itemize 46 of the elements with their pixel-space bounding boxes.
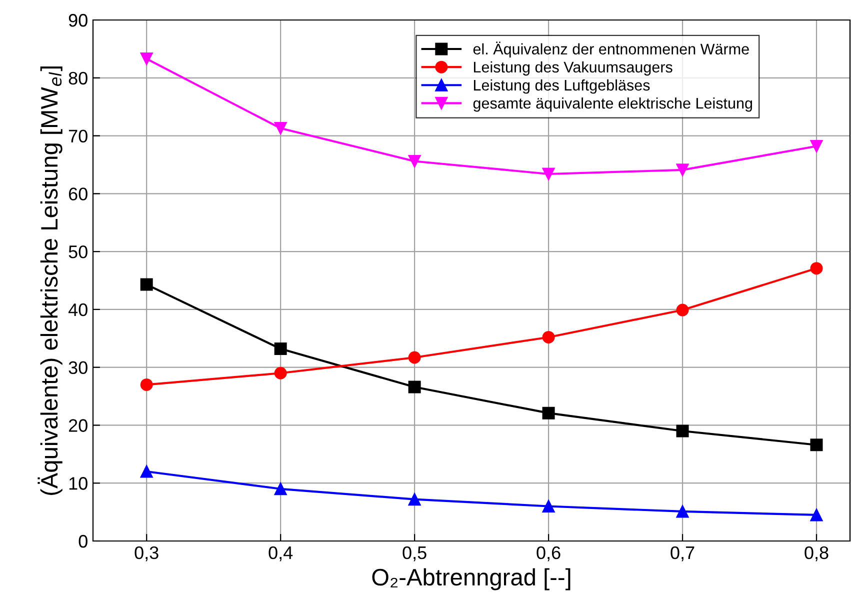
point xyxy=(810,438,823,452)
point xyxy=(676,505,689,518)
point xyxy=(140,278,153,291)
legend-label: Leistung des Luftgebläses xyxy=(474,79,650,94)
y-tick-label: 30 xyxy=(68,361,88,374)
y-tick-label: 40 xyxy=(68,303,88,316)
y-axis-title: (Äquivalente) elektrische Leistung [MW$_{el}$] xyxy=(38,66,62,495)
legend-label: el. Äquivalenz der entnommenen Wärme xyxy=(473,42,749,58)
y-tick-label: 20 xyxy=(68,419,88,432)
point xyxy=(676,304,689,316)
point xyxy=(274,122,287,135)
x-tick-label: 0,8 xyxy=(804,546,828,562)
x-axis-title: O₂-Abtrenngrad [--] xyxy=(372,568,570,590)
y-tick-label: 0 xyxy=(78,534,88,548)
point xyxy=(676,164,689,176)
point xyxy=(542,168,555,180)
point xyxy=(140,378,153,391)
legend-label: Leistung des Vakuumsaugers xyxy=(474,61,672,76)
x-tick-label: 0,5 xyxy=(402,546,426,562)
point xyxy=(274,366,287,380)
legend-label: gesamte äquivalente elektrische Leistung xyxy=(473,97,752,112)
point xyxy=(274,482,287,496)
y-tick-label: 80 xyxy=(68,72,88,85)
y-tick-label: 90 xyxy=(68,14,88,27)
point xyxy=(408,380,421,394)
y-tick-label: 10 xyxy=(69,477,88,490)
point xyxy=(810,262,823,275)
x-tick-label: 0,6 xyxy=(536,546,560,562)
point xyxy=(810,140,823,152)
point xyxy=(676,424,689,438)
point xyxy=(408,493,421,506)
x-tick-label: 0,4 xyxy=(268,546,293,562)
y-tick-label: 50 xyxy=(68,245,88,258)
point xyxy=(140,52,153,66)
point xyxy=(408,351,421,364)
point xyxy=(810,508,823,522)
y-tick-label: 70 xyxy=(68,130,88,142)
point xyxy=(140,465,153,478)
point xyxy=(542,406,555,420)
point xyxy=(542,500,555,513)
point xyxy=(542,330,555,344)
x-tick-label: 0,3 xyxy=(134,546,158,562)
point xyxy=(274,342,287,356)
x-tick-label: 0,7 xyxy=(670,546,694,562)
y-tick-label: 60 xyxy=(68,188,88,200)
point xyxy=(408,155,421,168)
